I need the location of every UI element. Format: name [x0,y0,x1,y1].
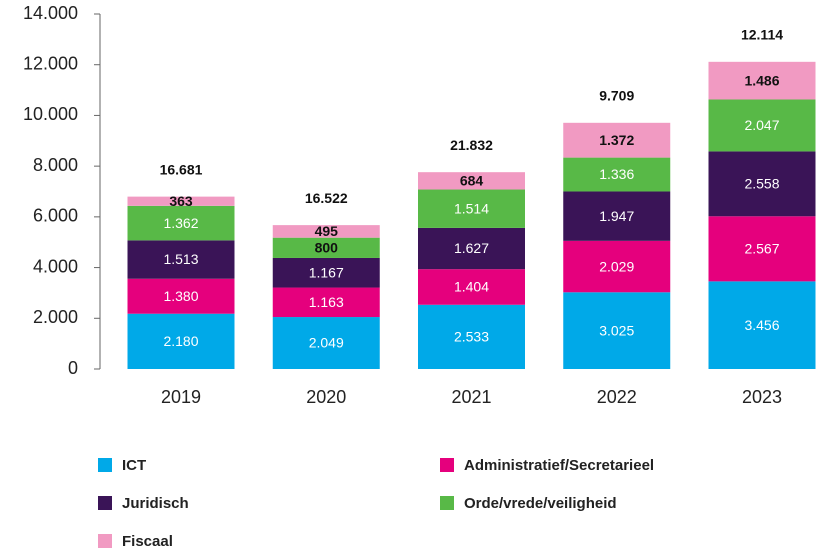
x-tick-label: 2022 [597,387,637,407]
legend-label: ICT [122,457,146,474]
bar-segment [563,122,671,158]
bar-segment [272,257,380,288]
value-label: 800 [315,240,339,256]
y-tick-label: 10.000 [23,104,78,124]
y-tick-label: 6.000 [33,206,78,226]
bar-segment [272,287,380,318]
y-tick-label: 0 [68,358,78,378]
value-label: 1.627 [454,240,489,256]
y-tick-label: 4.000 [33,256,78,276]
bar-segment [563,191,671,241]
legend-swatch [98,534,112,548]
bar-segment [418,227,525,270]
bar-segment [563,292,671,369]
bar-segment [563,157,671,192]
value-label: 495 [315,223,339,239]
value-label: 2.047 [744,117,779,133]
value-label: 1.486 [744,72,779,88]
bar-segment [127,313,235,369]
x-tick-label: 2021 [451,387,491,407]
legend-label: Fiscaal [122,533,173,550]
value-label: 1.380 [163,288,198,304]
bar-segment [563,240,671,293]
bar-segment [708,61,816,100]
bar-segment [418,189,525,228]
y-tick-label: 12.000 [23,53,78,73]
value-label: 2.567 [744,241,779,257]
value-label: 684 [460,173,484,189]
y-tick-label: 8.000 [33,155,78,175]
bar-segment [272,225,380,238]
legend-label: Administratief/Secretarieel [464,457,654,474]
value-label: 2.029 [599,258,634,274]
value-label: 363 [169,193,193,209]
bar-segment [708,281,816,369]
y-tick-label: 14.000 [23,3,78,23]
total-label: 12.114 [741,27,783,43]
bar-segment [708,151,816,217]
legend-label: Orde/vrede/veiligheid [464,495,617,512]
x-tick-label: 2023 [742,387,782,407]
value-label: 1.163 [309,294,344,310]
value-label: 1.513 [163,251,198,267]
bar-segment [272,237,380,258]
value-label: 1.947 [599,208,634,224]
value-label: 2.180 [163,333,198,349]
value-label: 2.049 [309,335,344,351]
legend-swatch [440,496,454,510]
bar-segment [418,269,525,305]
legend-swatch [98,458,112,472]
x-tick-label: 2019 [161,387,201,407]
bar-segment [708,99,816,152]
value-label: 1.372 [599,132,634,148]
value-label: 3.025 [599,322,634,338]
x-tick-label: 2020 [306,387,346,407]
total-label: 16.681 [160,161,203,177]
bar-segment [127,196,235,206]
value-label: 1.336 [599,166,634,182]
value-label: 1.404 [454,279,489,295]
bar-segment [127,205,235,241]
total-label: 16.522 [305,190,348,206]
bar-segment [127,278,235,314]
total-label: 21.832 [450,137,493,153]
value-label: 2.558 [744,176,779,192]
legend-label: Juridisch [122,495,189,512]
y-tick-label: 2.000 [33,307,78,327]
total-label: 9.709 [599,88,634,104]
value-label: 1.167 [309,264,344,280]
value-label: 1.362 [163,215,198,231]
bar-segment [418,172,525,190]
bar-segment [708,216,816,282]
value-label: 3.456 [744,317,779,333]
legend-swatch [440,458,454,472]
legend-swatch [98,496,112,510]
value-label: 2.533 [454,329,489,345]
value-label: 1.514 [454,200,489,216]
bar-segment [272,317,380,369]
bar-segment [418,304,525,369]
bar-segment [127,240,235,279]
